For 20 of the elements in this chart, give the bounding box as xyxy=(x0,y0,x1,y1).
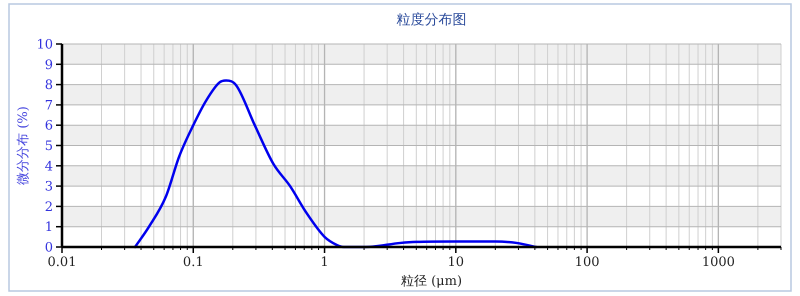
x-tick-label: 0.01 xyxy=(48,255,76,270)
x-tick-label: 100 xyxy=(574,255,600,270)
y-tick-label: 2 xyxy=(44,200,53,215)
chart-title: 粒度分布图 xyxy=(396,12,466,28)
y-tick-label: 0 xyxy=(44,240,53,256)
x-tick-label: 10 xyxy=(448,255,464,270)
x-tick-label: 1 xyxy=(320,255,329,270)
y-tick-label: 4 xyxy=(44,159,53,174)
y-tick-label: 9 xyxy=(44,58,53,73)
y-tick-label: 6 xyxy=(44,118,53,134)
y-axis-title: 微分分布 (%) xyxy=(16,106,31,185)
x-tick-label: 1000 xyxy=(702,255,735,270)
x-axis-title: 粒径 (μm) xyxy=(400,274,462,289)
y-tick-label: 5 xyxy=(44,139,53,154)
y-tick-label: 8 xyxy=(44,78,53,94)
y-tick-label: 1 xyxy=(44,220,53,236)
y-tick-label: 7 xyxy=(44,98,53,114)
y-tick-label: 3 xyxy=(44,180,53,195)
y-tick-label: 10 xyxy=(36,38,53,52)
x-tick-label: 0.1 xyxy=(182,255,204,270)
